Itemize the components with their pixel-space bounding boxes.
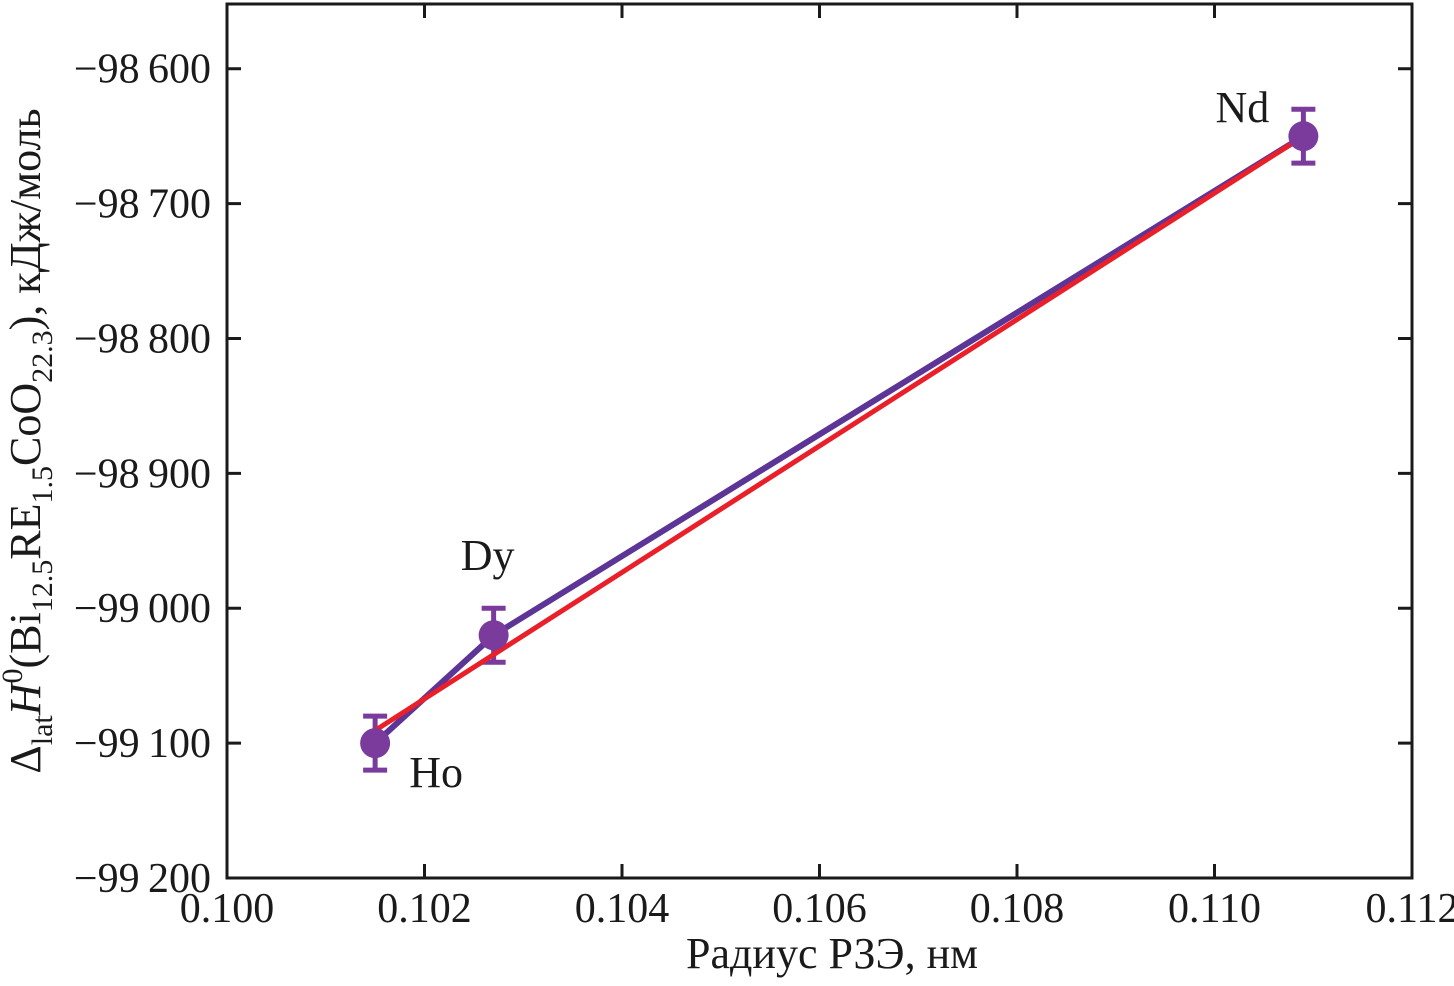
data-series: [360, 106, 1319, 773]
data-point-marker: [360, 728, 391, 759]
y-tick-label: −99 000: [74, 586, 211, 632]
x-tick-label: 0.110: [1168, 886, 1261, 932]
y-tick-label: −99 200: [74, 856, 211, 902]
x-tick-label: 0.106: [772, 886, 867, 932]
y-axis-title-segment: H: [1, 681, 50, 716]
x-tick-label: 0.108: [970, 886, 1065, 932]
y-axis-title-segment: ), кДж/моль: [1, 108, 50, 330]
y-axis-title-segment: 1.5: [26, 466, 59, 504]
x-tick-label: 0.102: [377, 886, 472, 932]
y-axis-title-segment: RE: [1, 504, 50, 560]
y-axis-title-segment: lat: [26, 715, 59, 746]
data-point-label: Nd: [1215, 83, 1269, 132]
y-axis-title-segment: Δ: [1, 745, 50, 773]
y-axis-title-segment: 22.3: [26, 330, 59, 383]
data-point-label: Ho: [409, 748, 463, 797]
data-point-marker: [1288, 121, 1319, 152]
linear-fit-line: [370, 134, 1305, 735]
y-tick-label: −98 600: [74, 47, 211, 93]
data-point-labels: Ho Dy Nd: [409, 83, 1269, 797]
y-axis-title-segment: (Bi: [1, 612, 50, 668]
x-tick-label: 0.100: [180, 886, 275, 932]
plot-frame: [225, 2, 1414, 880]
x-axis-title: Радиус РЗЭ, нм: [686, 929, 978, 978]
y-tick-label: −98 900: [74, 451, 211, 497]
y-axis-title-segment: 0: [0, 668, 29, 683]
axis-ticks: [225, 4, 1414, 880]
x-tick-label: 0.104: [575, 886, 670, 932]
y-axis-title-segment: 12.5: [26, 560, 59, 613]
axis-tick-labels: 0.100 0.102 0.104 0.106 0.108 0.110 0.112 −98 6…: [74, 47, 1454, 932]
y-tick-label: −99 100: [74, 721, 211, 767]
plot-border: [225, 2, 1414, 880]
y-axis-title: ΔlatH0(Bi12.5RE1.5CoO22.3), кДж/моль: [0, 108, 59, 773]
y-tick-label: −98 700: [74, 182, 211, 228]
data-point-label: Dy: [461, 531, 515, 580]
y-axis-title-segment: CoO: [1, 383, 50, 466]
y-tick-label: −98 800: [74, 316, 211, 362]
data-point-marker: [478, 620, 509, 651]
x-tick-label: 0.112: [1366, 886, 1454, 932]
